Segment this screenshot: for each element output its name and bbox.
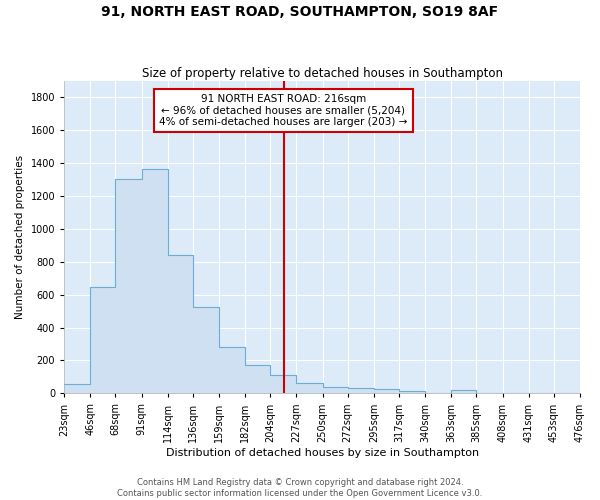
Text: Contains HM Land Registry data © Crown copyright and database right 2024.
Contai: Contains HM Land Registry data © Crown c…	[118, 478, 482, 498]
Title: Size of property relative to detached houses in Southampton: Size of property relative to detached ho…	[142, 66, 503, 80]
Y-axis label: Number of detached properties: Number of detached properties	[15, 155, 25, 319]
X-axis label: Distribution of detached houses by size in Southampton: Distribution of detached houses by size …	[166, 448, 479, 458]
Text: 91 NORTH EAST ROAD: 216sqm
← 96% of detached houses are smaller (5,204)
4% of se: 91 NORTH EAST ROAD: 216sqm ← 96% of deta…	[159, 94, 407, 127]
Text: 91, NORTH EAST ROAD, SOUTHAMPTON, SO19 8AF: 91, NORTH EAST ROAD, SOUTHAMPTON, SO19 8…	[101, 5, 499, 19]
